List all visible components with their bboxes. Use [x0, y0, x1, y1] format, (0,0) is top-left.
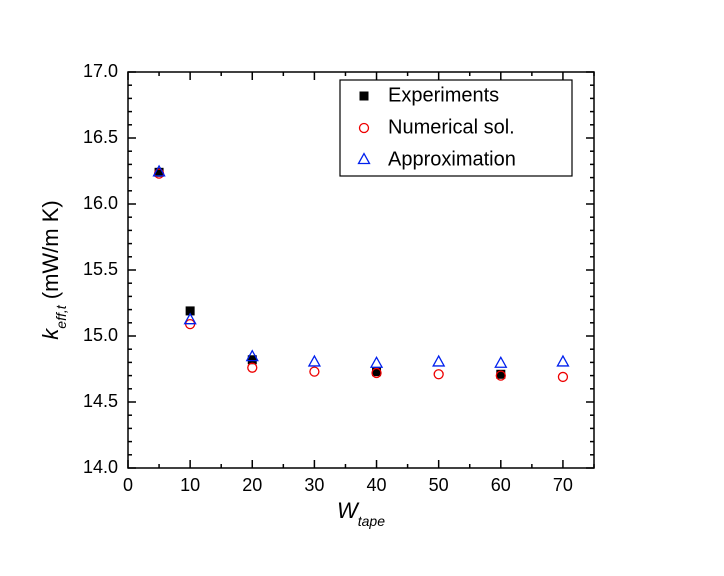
y-tick-label: 17.0 [83, 61, 118, 81]
y-tick-label: 14.0 [83, 457, 118, 477]
x-tick-label: 70 [553, 475, 573, 495]
y-tick-label: 16.0 [83, 193, 118, 213]
y-tick-label: 15.5 [83, 259, 118, 279]
legend-label: Approximation [388, 148, 516, 170]
x-tick-label: 10 [180, 475, 200, 495]
x-tick-label: 20 [242, 475, 262, 495]
x-tick-label: 30 [304, 475, 324, 495]
x-tick-label: 50 [429, 475, 449, 495]
scatter-chart: 0 10 20 30 40 50 60 70 14.0 14.5 15.0 15.5 16.0 16.5 1… [0, 0, 724, 576]
legend-label: Experiments [388, 84, 499, 106]
y-tick-label: 15.0 [83, 325, 118, 345]
x-tick-label: 40 [367, 475, 387, 495]
chart-container: 0 10 20 30 40 50 60 70 14.0 14.5 15.0 15.5 16.0 16.5 1… [0, 0, 724, 576]
y-tick-label: 16.5 [83, 127, 118, 147]
y-tick-label: 14.5 [83, 391, 118, 411]
x-tick-label: 0 [123, 475, 133, 495]
marker-square [360, 92, 369, 101]
x-tick-label: 60 [491, 475, 511, 495]
legend-label: Numerical sol. [388, 116, 515, 138]
